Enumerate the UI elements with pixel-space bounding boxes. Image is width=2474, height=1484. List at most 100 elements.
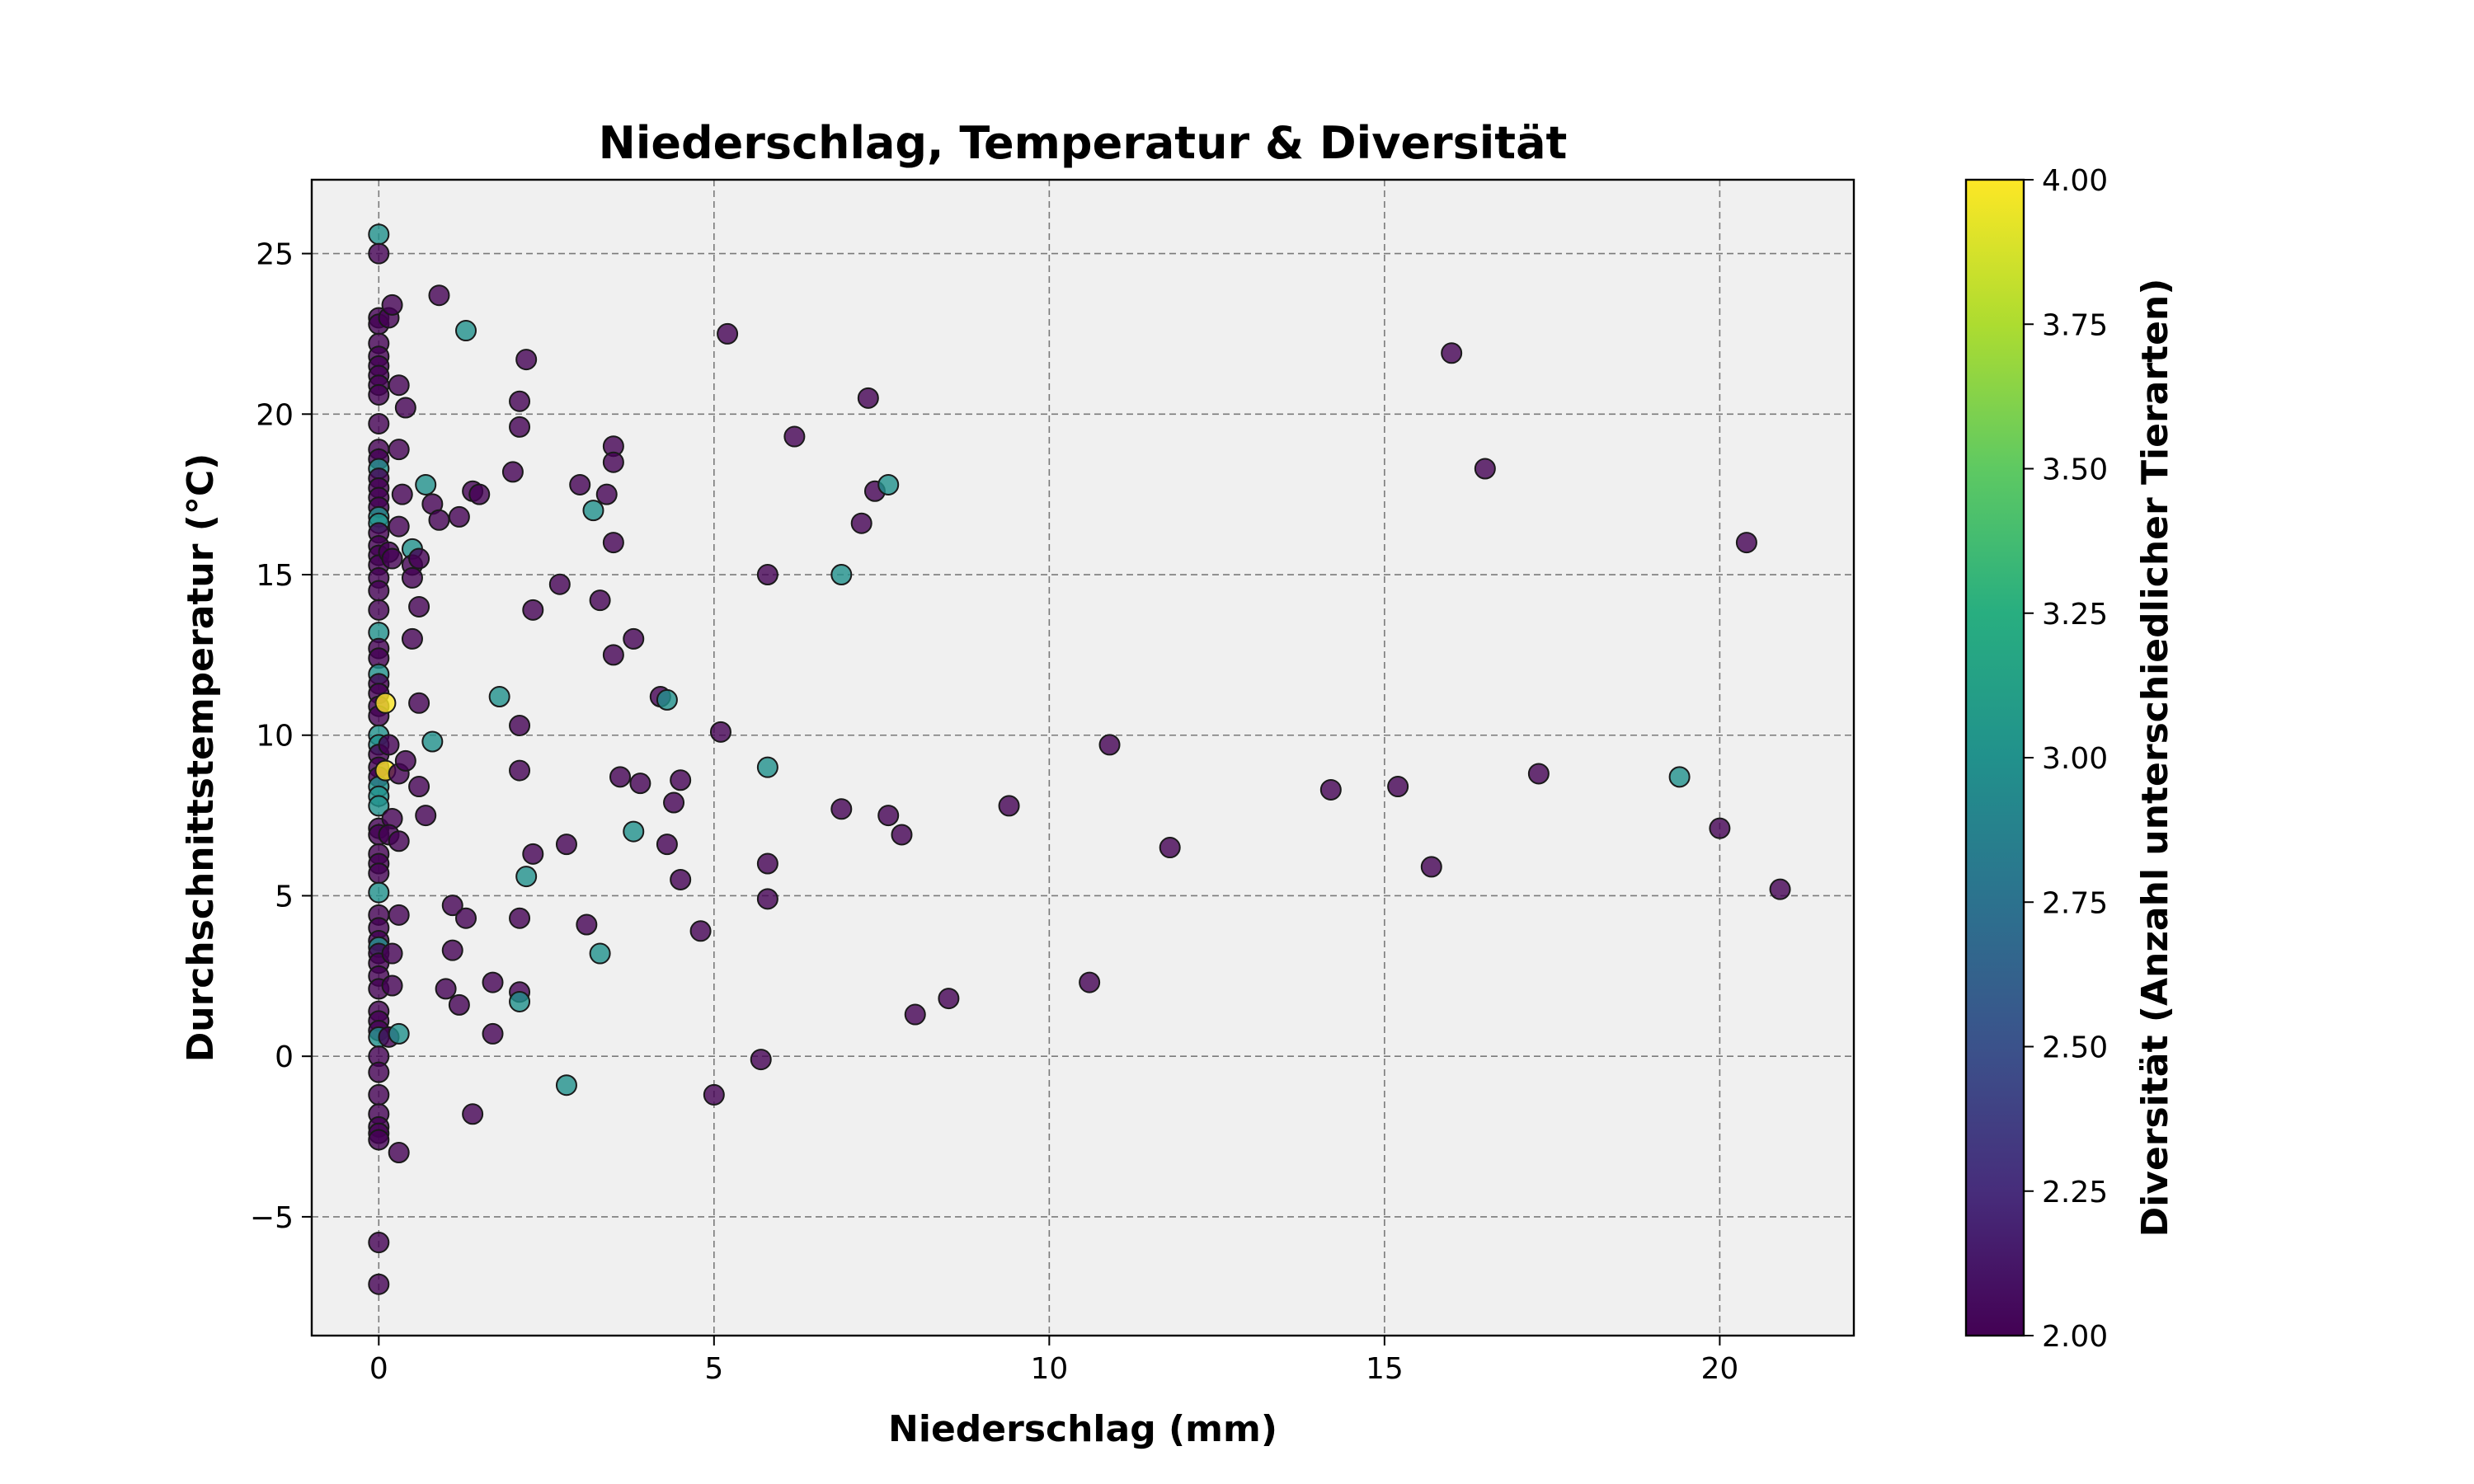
data-point — [522, 599, 544, 621]
data-point — [368, 599, 390, 621]
data-point — [408, 547, 430, 570]
data-point — [877, 473, 900, 495]
data-point — [850, 512, 872, 534]
y-tick-label: 25 — [256, 238, 294, 272]
y-axis-ticks: −5 0 5 10 15 20 25 — [250, 238, 312, 1235]
colorbar-tick-label: 2.25 — [2042, 1176, 2108, 1209]
data-point — [904, 1003, 926, 1026]
data-point — [501, 461, 524, 483]
data-point — [663, 791, 685, 814]
data-point — [462, 1103, 484, 1125]
y-tick-label: 20 — [256, 398, 294, 432]
data-point — [756, 852, 778, 875]
colorbar-tick-label: 3.50 — [2042, 453, 2108, 487]
y-axis-label: Durchschnittstemperatur (°C) — [180, 453, 222, 1063]
data-point — [998, 795, 1020, 817]
data-point — [455, 320, 477, 342]
data-point — [709, 721, 731, 743]
data-point — [756, 888, 778, 910]
data-point — [656, 688, 678, 711]
data-point — [509, 907, 531, 929]
data-point — [368, 1273, 390, 1295]
data-point — [408, 692, 430, 714]
y-tick-label: −5 — [250, 1201, 294, 1235]
data-point — [368, 242, 390, 265]
data-point — [381, 942, 403, 965]
data-point — [428, 284, 450, 307]
x-tick-label: 5 — [704, 1352, 723, 1386]
x-tick-label: 15 — [1366, 1352, 1404, 1386]
data-point — [750, 1049, 772, 1071]
colorbar-tick-label: 2.00 — [2042, 1320, 2108, 1354]
x-tick-label: 20 — [1700, 1352, 1738, 1386]
data-point — [441, 939, 463, 961]
colorbar-tick-label: 3.75 — [2042, 308, 2108, 342]
x-tick-label: 0 — [369, 1352, 388, 1386]
data-point — [394, 749, 416, 772]
data-point — [381, 294, 403, 316]
data-point — [656, 834, 678, 856]
data-point — [388, 439, 410, 461]
data-point — [629, 773, 651, 795]
data-point — [1159, 837, 1181, 859]
colorbar-tick-label: 4.00 — [2042, 164, 2108, 198]
data-point — [830, 564, 853, 586]
data-point — [468, 483, 491, 505]
data-point — [388, 904, 410, 926]
data-point — [569, 473, 591, 495]
data-point — [515, 866, 538, 888]
data-point — [368, 223, 390, 246]
data-point — [756, 564, 778, 586]
data-point — [482, 1022, 504, 1045]
data-point — [368, 1232, 390, 1254]
data-point — [388, 830, 410, 852]
data-point — [408, 776, 430, 798]
x-tick-label: 10 — [1030, 1352, 1068, 1386]
data-point — [509, 416, 531, 438]
data-point — [391, 483, 413, 505]
data-point — [509, 990, 531, 1012]
data-point — [756, 756, 778, 778]
data-point — [381, 547, 403, 570]
data-point — [388, 1022, 410, 1045]
data-point — [435, 978, 457, 1000]
data-point — [602, 532, 624, 554]
data-point — [368, 862, 390, 885]
data-point — [1668, 766, 1691, 788]
data-point — [509, 759, 531, 782]
data-point — [689, 920, 712, 942]
data-point — [595, 483, 618, 505]
data-point — [509, 715, 531, 737]
data-point — [1441, 342, 1463, 364]
data-point — [455, 907, 477, 929]
data-point — [857, 387, 879, 409]
data-point — [448, 505, 470, 528]
data-point — [623, 627, 645, 650]
data-point — [1098, 734, 1121, 756]
data-point — [368, 412, 390, 434]
data-point — [891, 824, 913, 846]
data-point — [388, 374, 410, 397]
data-point — [830, 798, 853, 820]
colorbar-ticks: 2.00 2.25 2.50 2.75 3.00 3.25 3.50 3.75 4.00 — [2024, 164, 2108, 1354]
plot-frame — [310, 178, 1856, 1337]
data-point — [368, 1061, 390, 1083]
data-point — [1319, 778, 1342, 801]
data-point — [555, 834, 577, 856]
data-point — [378, 734, 400, 756]
data-point — [1079, 971, 1101, 993]
data-point — [368, 881, 390, 904]
data-point — [415, 473, 437, 495]
data-point — [670, 868, 692, 890]
data-point — [522, 843, 544, 865]
y-tick-label: 15 — [256, 559, 294, 593]
colorbar-tick-label: 2.75 — [2042, 886, 2108, 920]
data-point — [421, 730, 444, 753]
data-point — [374, 692, 397, 714]
data-point — [1420, 856, 1442, 878]
data-point — [368, 1129, 390, 1151]
data-point — [582, 500, 604, 522]
data-point — [401, 566, 423, 589]
y-tick-label: 0 — [275, 1040, 294, 1074]
